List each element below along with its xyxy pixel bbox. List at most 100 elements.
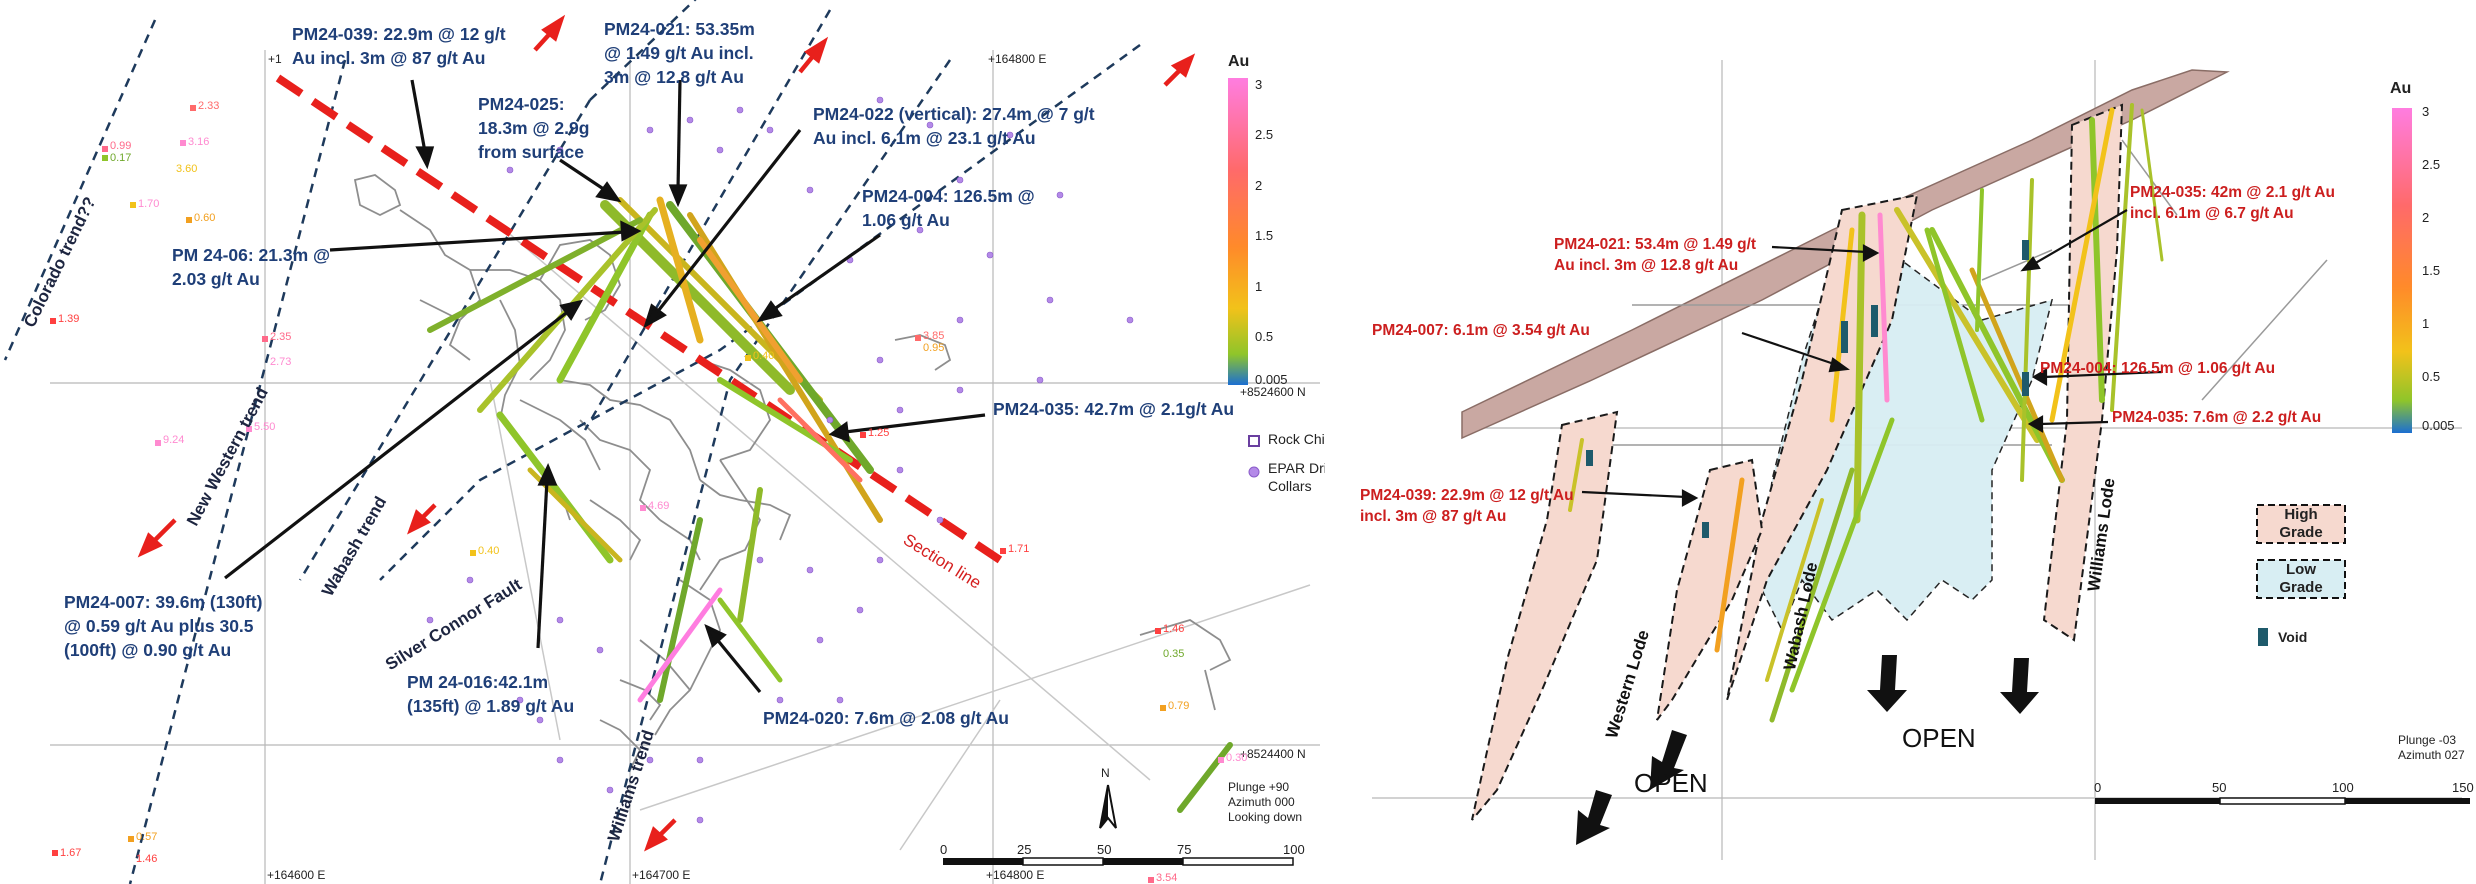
coord-plus-one: +1 [268,52,282,66]
section-view-info: Plunge -03 Azimuth 027 [2398,733,2465,763]
sample-value: 0.30 [1226,752,1248,764]
rock-chip-legend-label: Rock Chip [1268,431,1325,447]
callout-pm24-025: PM24-025: 18.3m @ 2.9g from surface [478,94,590,162]
rock-chip-legend-symbol [1248,435,1260,447]
scale-tick: 25 [1017,842,1032,857]
legend-line: Low [2286,561,2316,578]
coord-164700e: +164700 E [632,868,691,882]
void-markers [1586,240,2029,538]
plan-map-panel: PM24-039: 22.9m @ 12 g/t Au incl. 3m @ 8… [3,0,1325,884]
coord-8524600n: +8524600 N [1240,385,1306,399]
au-tick: 3 [2422,104,2430,119]
sample-value: 0.57 [136,831,158,843]
callout-pm24-022: PM24-022 (vertical): 27.4m @ 7 g/t Au in… [813,104,1095,148]
au-tick: 2.5 [1255,127,1274,142]
scale-tick: 150 [2452,780,2474,795]
section-drill-traces [1568,103,2164,723]
williams-lode-zone [2042,103,2124,642]
sample-value: 2.35 [270,331,292,343]
coord-164800e-bottom: +164800 E [986,868,1045,882]
cross-section-panel: PM24-021: 53.4m @ 1.49 g/t Au incl. 3m @… [1332,0,2476,884]
legend-line: Grade [2279,524,2323,541]
au-tick: 1 [2422,316,2430,331]
legend-line: High [2284,506,2318,523]
epar-legend-label-2: Collars [1268,478,1312,494]
scale-tick: 100 [1283,842,1305,857]
sample-value: 5.50 [254,421,276,433]
epar-drill-collars [426,96,1134,824]
sample-value: 1.67 [60,847,82,859]
sample-value: 0.35 [1163,648,1185,660]
wabash-lode-zone [1726,193,1919,701]
rock-chip-samples [50,105,1224,883]
callout-pm24-06: PM 24-06: 21.3m @ 2.03 g/t Au [172,245,331,289]
sample-value: 1.25 [868,427,890,439]
scale-tick: 100 [2332,780,2354,795]
au-tick: 1.5 [2422,263,2441,278]
coord-8524400n: +8524400 N [1240,747,1306,761]
callout-pm24-021: PM24-021: 53.35m @ 1.49 g/t Au incl. 3m … [604,19,755,87]
sample-value: 4.69 [648,500,670,512]
scale-tick: 0 [940,842,948,857]
section-callout-pm24-035a: PM24-035: 42m @ 2.1 g/t Au incl. 6.1m @ … [2130,184,2335,222]
sample-value: 3.54 [1156,872,1178,884]
north-label: N [1101,766,1110,780]
section-scale-bar [2095,797,2470,805]
high-grade-legend-label: High Grade [2257,506,2345,542]
view-info-line: Azimuth 000 [1228,795,1295,809]
section-au-color-scale-bar [2392,108,2412,433]
view-info-line: Plunge +90 [1228,780,1290,794]
sample-value: 1.71 [1008,543,1030,555]
au-tick: 0.005 [2422,418,2455,433]
scale-tick: 0 [2094,780,2102,795]
au-legend-title: Au [1228,53,1250,70]
sample-value: 1.39 [58,313,80,325]
coord-164600e: +164600 E [267,868,326,882]
sample-value: 1.46 [1163,623,1185,635]
au-color-scale-bar [1228,78,1248,385]
callout-pm24-016: PM 24-016:42.1m (135ft) @ 1.89 g/t Au [407,672,575,716]
au-tick: 2 [2422,210,2430,225]
low-grade-legend-label: Low Grade [2257,561,2345,597]
epar-collar-legend-symbol [1248,466,1260,478]
trend-lines [3,0,1141,884]
scale-tick: 50 [1097,842,1112,857]
plan-scale-bar [943,857,1294,866]
au-tick: 0.5 [1255,329,1274,344]
legend-line: Grade [2279,579,2323,596]
sample-value: 0.17 [110,152,132,164]
callout-pm24-020: PM24-020: 7.6m @ 2.08 g/t Au [763,708,1009,728]
section-au-legend-title: Au [2390,80,2412,97]
high-grade-legend-box [2256,504,2346,544]
au-tick: 3 [1255,77,1263,92]
callout-pm24-039: PM24-039: 22.9m @ 12 g/t Au incl. 3m @ 8… [292,24,506,68]
wabash-lode-west-zone [1656,458,1764,721]
callout-pm24-035: PM24-035: 42.7m @ 2.1g/t Au [993,399,1235,419]
section-callout-pm24-021: PM24-021: 53.4m @ 1.49 g/t Au incl. 3m @… [1554,236,1757,274]
epar-legend-label-1: EPAR Drill [1268,460,1325,476]
western-lode-zone [1471,410,1619,821]
coord-164800e-top: +164800 E [988,52,1047,66]
sample-value: 2.33 [198,100,220,112]
callout-leaders [224,79,986,694]
view-info-line: Looking down [1228,810,1303,824]
sample-value: 3.60 [176,163,198,175]
section-callout-leaders [1581,209,2163,507]
sample-value: 1.70 [138,198,160,210]
sample-value: 3.16 [188,136,210,148]
callout-pm24-007: PM24-007: 39.6m (130ft) @ 0.59 g/t Au pl… [64,592,263,660]
au-tick: 1 [1255,279,1263,294]
cross-section-canvas [1372,60,2470,860]
sample-value: 0.40 [478,545,500,557]
section-callout-pm24-035b: PM24-035: 7.6m @ 2.2 g/t Au [2112,409,2322,426]
drill-traces [427,196,1233,813]
view-info-line: Azimuth 027 [2398,748,2465,762]
section-callout-pm24-004: PM24-004: 126.5m @ 1.06 g/t Au [2040,360,2276,377]
section-line [275,74,1003,564]
sample-value: 9.24 [163,434,185,446]
coordinate-grid [50,50,1320,884]
sample-value: 0.40 [753,350,775,362]
sample-value: 0.60 [194,212,216,224]
section-callout-pm24-039: PM24-039: 22.9m @ 12 g/t Au incl. 3m @ 8… [1360,487,1574,525]
open-label-west: OPEN [1634,768,1708,798]
